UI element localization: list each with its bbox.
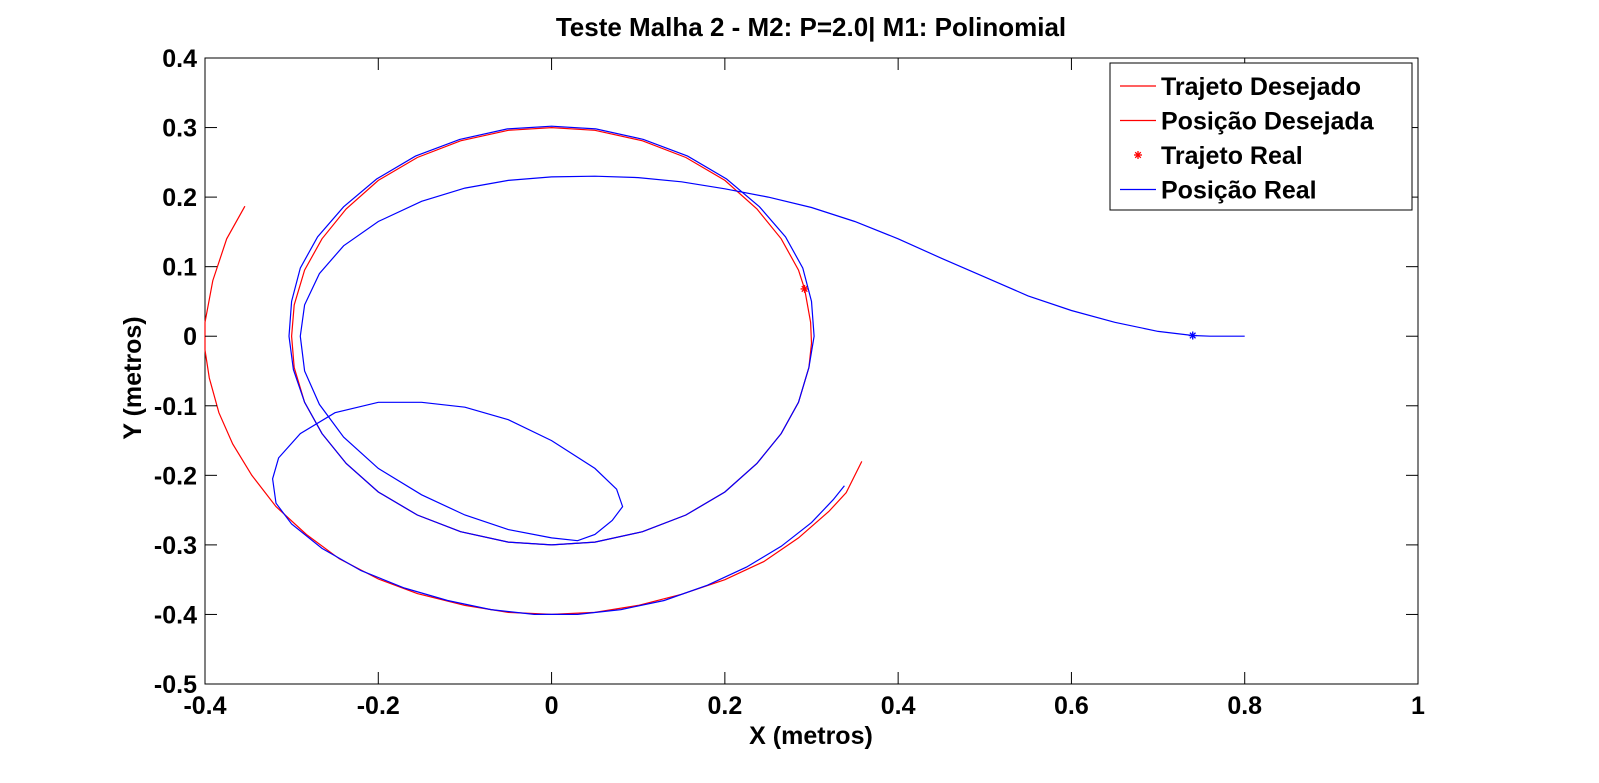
legend-entry-3: Posição Real <box>1161 177 1317 205</box>
x-tick-label: 0.4 <box>881 692 916 720</box>
series-marker-5-0 <box>1188 331 1197 340</box>
x-tick-label: 1 <box>1411 692 1425 720</box>
x-tick-label: 0.2 <box>707 692 742 720</box>
axis-ticks: -0.4 -0.2 0 0.2 0.4 0.6 0.8 1-0.5-0.4-0.3-0.2-0… <box>154 45 1425 720</box>
x-tick-label: 0 <box>545 692 559 720</box>
x-tick-label: 0.6 <box>1054 692 1089 720</box>
y-tick-label: 0.1 <box>162 254 197 282</box>
series-line-4 <box>288 125 815 546</box>
y-tick-label: 0.2 <box>162 184 197 212</box>
y-tick-label: -0.2 <box>154 462 197 490</box>
legend-entry-2: Trajeto Real <box>1161 142 1303 170</box>
legend-entry-1: Posição Desejada <box>1161 108 1375 136</box>
legend: Trajeto Desejado Posição Desejada Trajeto … <box>1109 62 1413 211</box>
legend-box <box>1109 62 1413 211</box>
series-line-0 <box>204 205 863 616</box>
y-tick-label: -0.3 <box>154 532 197 560</box>
series-marker-2-0 <box>800 284 809 293</box>
y-tick-label: -0.4 <box>154 601 197 629</box>
y-tick-label: 0 <box>183 323 197 351</box>
y-axis-label: Y (metros) <box>119 316 147 439</box>
y-tick-label: -0.1 <box>154 393 197 421</box>
y-tick-label: -0.5 <box>154 671 197 699</box>
x-axis-label: X (metros) <box>749 722 873 750</box>
chart-title: Teste Malha 2 - M2: P=2.0| M1: Polinomia… <box>556 12 1066 42</box>
y-tick-label: 0.3 <box>162 115 197 143</box>
x-tick-label: 0.8 <box>1227 692 1262 720</box>
x-tick-label: -0.4 <box>183 692 226 720</box>
legend-swatch-2 <box>1134 151 1142 159</box>
legend-entry-0: Trajeto Desejado <box>1161 73 1361 101</box>
series-line-3 <box>271 175 1245 615</box>
x-tick-label: -0.2 <box>357 692 400 720</box>
y-tick-label: 0.4 <box>162 45 197 73</box>
